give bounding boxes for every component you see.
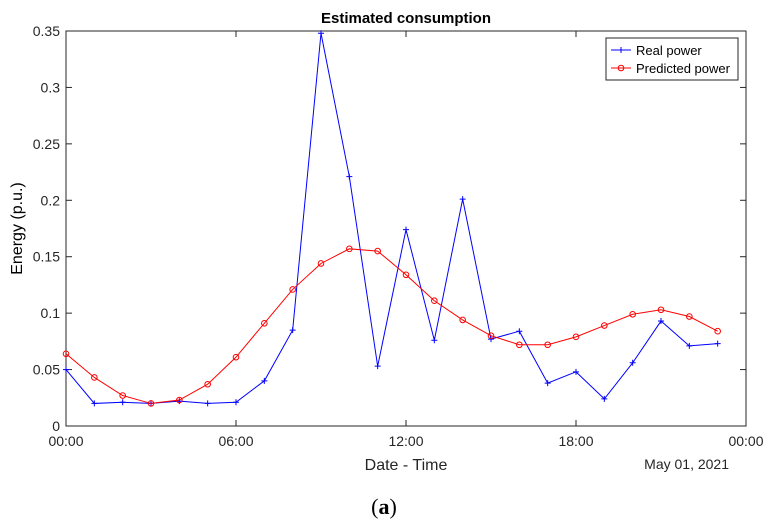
data-point-predicted (431, 297, 438, 305)
x-tick-label: 18:00 (558, 433, 593, 449)
data-point-predicted (402, 271, 410, 279)
data-point-predicted (317, 260, 325, 267)
data-point-real (544, 380, 551, 387)
x-tick-label: 00:00 (48, 433, 83, 449)
data-point-real (573, 368, 579, 375)
x-tick-label: 00:00 (728, 433, 763, 449)
data-point-predicted (544, 341, 551, 349)
data-point-real (431, 337, 438, 344)
y-tick-label: 0.2 (41, 192, 61, 208)
legend[interactable]: Real power Predicted power (605, 37, 739, 81)
legend-marker-plus (618, 47, 624, 53)
y-tick-label: 0.3 (41, 79, 61, 95)
x-axis-label: Date - Time (365, 457, 448, 474)
data-point-predicted (147, 400, 155, 407)
data-point-real (91, 400, 98, 407)
data-point-predicted (487, 332, 495, 340)
data-point-real (346, 173, 353, 180)
data-point-predicted (714, 327, 721, 335)
series-layer (62, 30, 721, 407)
data-point-real (403, 226, 409, 233)
y-tick-label: 0 (52, 418, 60, 434)
data-point-real (686, 342, 693, 349)
caption-letter: a (378, 494, 390, 519)
data-point-real (374, 363, 381, 370)
series-line-predicted-power (65, 248, 718, 404)
data-point-predicted (374, 247, 381, 255)
data-point-predicted (459, 316, 466, 324)
legend-box (605, 37, 739, 81)
data-point-real (289, 327, 296, 334)
chart: Estimated consumption Date - Time Energy… (9, 10, 764, 474)
data-point-predicted (289, 286, 296, 293)
y-tick-label: 0.25 (33, 136, 60, 152)
data-point-predicted (91, 374, 98, 381)
data-point-predicted (119, 392, 126, 399)
data-point-predicted (686, 313, 693, 320)
data-point-predicted (657, 306, 665, 314)
x-tick-label: 06:00 (218, 433, 253, 449)
data-point-predicted (62, 350, 70, 358)
legend-marker-circle (617, 64, 625, 72)
legend-label: Predicted power (636, 61, 731, 76)
figure-caption: (a) (0, 494, 768, 520)
data-point-real (261, 377, 268, 384)
data-point-real (119, 399, 126, 406)
y-tick-label: 0.15 (33, 249, 60, 265)
y-axis-label: Energy (p.u.) (9, 182, 26, 274)
data-point-real (459, 196, 466, 203)
data-point-real (233, 399, 239, 406)
y-tick-label: 0.35 (33, 23, 60, 39)
y-tick-label: 0.05 (33, 362, 60, 378)
data-point-predicted (346, 245, 353, 253)
data-point-predicted (629, 310, 636, 318)
data-point-predicted (232, 353, 240, 361)
data-point-predicted (516, 341, 523, 349)
data-point-real (601, 395, 608, 402)
data-point-real (318, 30, 324, 37)
y-tick-label: 0.1 (41, 305, 61, 321)
x-tick-label: 12:00 (388, 433, 423, 449)
data-point-real (658, 318, 664, 325)
data-point-real (516, 328, 523, 335)
date-label: May 01, 2021 (644, 456, 729, 472)
data-point-predicted (572, 333, 580, 341)
data-point-predicted (261, 320, 268, 327)
data-point-real (714, 340, 721, 347)
series-line-real-power (65, 33, 718, 404)
legend-label: Real power (636, 43, 702, 58)
data-point-real (488, 336, 494, 343)
data-point-predicted (601, 322, 608, 329)
data-point-real (629, 359, 636, 366)
caption-open: ( (371, 494, 379, 519)
data-point-predicted (204, 380, 211, 388)
chart-title: Estimated consumption (321, 10, 491, 27)
data-point-real (63, 366, 69, 373)
caption-close: ) (389, 494, 397, 519)
ticks-layer: 00:00 06:00 12:00 18:00 00:0000.050.10.150.2… (33, 23, 764, 449)
data-point-predicted (176, 396, 183, 404)
data-point-real (204, 400, 211, 407)
